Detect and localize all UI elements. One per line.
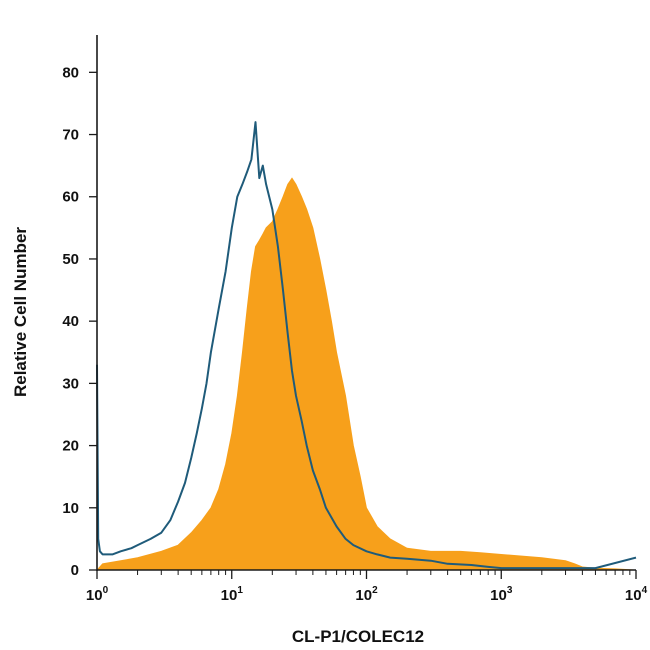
x-axis-title: CL-P1/COLEC12 xyxy=(292,627,424,646)
y-tick-label: 30 xyxy=(62,375,79,392)
axes xyxy=(96,35,636,571)
x-tick-label: 103 xyxy=(490,585,513,604)
y-tick-label: 60 xyxy=(62,189,79,206)
y-tick-label: 0 xyxy=(71,562,79,579)
outline-histogram-series xyxy=(96,121,637,570)
x-tick-label: 100 xyxy=(86,585,109,604)
x-tick-label: 104 xyxy=(625,585,648,604)
tick-marks xyxy=(89,71,637,579)
filled-histogram-series xyxy=(96,177,637,571)
y-tick-label: 10 xyxy=(62,500,79,517)
y-tick-label: 70 xyxy=(62,127,79,144)
tick-labels: 0 10 20 30 40 50 60 70 80 100 101 102 103 104 xyxy=(62,64,647,604)
plot-marks xyxy=(96,121,637,571)
y-tick-label: 50 xyxy=(62,251,79,268)
y-axis-title: Relative Cell Number xyxy=(11,227,30,397)
y-tick-label: 20 xyxy=(62,438,79,455)
y-tick-label: 40 xyxy=(62,313,79,330)
y-tick-label: 80 xyxy=(62,64,79,81)
x-tick-label: 101 xyxy=(221,585,244,604)
x-tick-label: 102 xyxy=(355,585,378,604)
